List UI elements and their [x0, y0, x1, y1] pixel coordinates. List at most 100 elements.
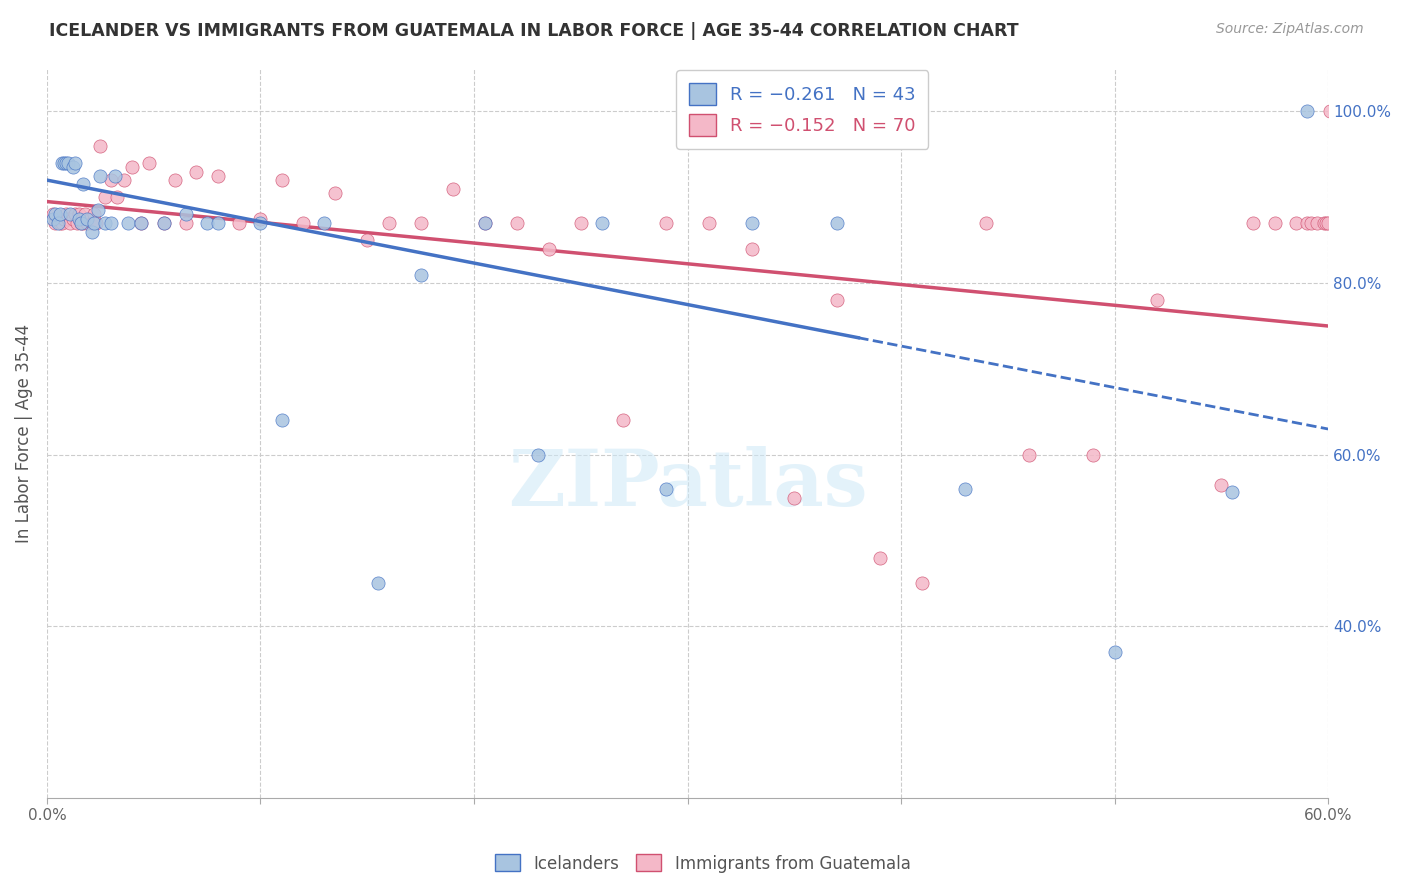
- Point: [1220, 484, 1243, 499]
- Point: [323, 186, 346, 200]
- Point: [46, 216, 69, 230]
- Text: ICELANDER VS IMMIGRANTS FROM GUATEMALA IN LABOR FORCE | AGE 35-44 CORRELATION CH: ICELANDER VS IMMIGRANTS FROM GUATEMALA I…: [49, 22, 1019, 40]
- Point: [228, 216, 250, 230]
- Point: [1083, 448, 1105, 462]
- Point: [569, 216, 592, 230]
- Point: [63, 156, 86, 170]
- Y-axis label: In Labor Force | Age 35-44: In Labor Force | Age 35-44: [15, 324, 32, 543]
- Point: [72, 216, 94, 230]
- Point: [48, 216, 70, 230]
- Point: [270, 413, 292, 427]
- Point: [55, 156, 77, 170]
- Point: [655, 482, 678, 496]
- Point: [953, 482, 976, 496]
- Point: [112, 173, 135, 187]
- Point: [1146, 293, 1168, 308]
- Point: [1299, 216, 1322, 230]
- Point: [249, 211, 271, 226]
- Point: [59, 216, 82, 230]
- Point: [89, 138, 111, 153]
- Point: [612, 413, 634, 427]
- Point: [1104, 645, 1126, 659]
- Point: [655, 216, 678, 230]
- Point: [153, 216, 176, 230]
- Point: [174, 216, 197, 230]
- Point: [55, 207, 77, 221]
- Legend: R = −0.261   N = 43, R = −0.152   N = 70: R = −0.261 N = 43, R = −0.152 N = 70: [676, 70, 928, 149]
- Point: [76, 216, 98, 230]
- Point: [1295, 216, 1317, 230]
- Point: [377, 216, 399, 230]
- Point: [537, 242, 560, 256]
- Point: [697, 216, 720, 230]
- Point: [441, 182, 464, 196]
- Point: [44, 207, 66, 221]
- Point: [59, 207, 82, 221]
- Point: [1241, 216, 1264, 230]
- Point: [1295, 104, 1317, 119]
- Point: [80, 216, 103, 230]
- Point: [80, 225, 103, 239]
- Point: [1317, 216, 1340, 230]
- Point: [62, 160, 84, 174]
- Point: [117, 216, 139, 230]
- Point: [42, 207, 65, 221]
- Point: [976, 216, 998, 230]
- Point: [67, 207, 90, 221]
- Point: [1264, 216, 1286, 230]
- Point: [100, 173, 122, 187]
- Point: [138, 156, 160, 170]
- Point: [121, 160, 143, 174]
- Point: [87, 203, 110, 218]
- Point: [83, 216, 105, 230]
- Point: [591, 216, 613, 230]
- Point: [75, 207, 97, 221]
- Point: [249, 216, 271, 230]
- Point: [409, 216, 432, 230]
- Point: [474, 216, 496, 230]
- Point: [83, 207, 105, 221]
- Point: [911, 576, 934, 591]
- Point: [76, 211, 98, 226]
- Point: [105, 190, 128, 204]
- Point: [52, 211, 75, 226]
- Point: [163, 173, 186, 187]
- Point: [409, 268, 432, 282]
- Point: [52, 156, 75, 170]
- Text: ZIPatlas: ZIPatlas: [508, 446, 868, 523]
- Point: [48, 207, 70, 221]
- Point: [44, 216, 66, 230]
- Point: [186, 164, 208, 178]
- Point: [825, 293, 848, 308]
- Point: [70, 216, 93, 230]
- Point: [51, 156, 73, 170]
- Point: [783, 491, 806, 505]
- Point: [195, 216, 218, 230]
- Point: [869, 550, 891, 565]
- Point: [314, 216, 336, 230]
- Point: [58, 156, 80, 170]
- Point: [153, 216, 176, 230]
- Point: [89, 169, 111, 183]
- Point: [129, 216, 152, 230]
- Point: [207, 216, 229, 230]
- Point: [66, 216, 89, 230]
- Point: [1319, 104, 1341, 119]
- Point: [174, 207, 197, 221]
- Point: [1018, 448, 1040, 462]
- Point: [1285, 216, 1308, 230]
- Point: [58, 211, 80, 226]
- Point: [207, 169, 229, 183]
- Point: [62, 211, 84, 226]
- Point: [1211, 477, 1233, 491]
- Point: [79, 211, 101, 226]
- Point: [367, 576, 389, 591]
- Point: [100, 216, 122, 230]
- Point: [70, 216, 93, 230]
- Point: [63, 207, 86, 221]
- Point: [46, 211, 69, 226]
- Point: [93, 216, 115, 230]
- Point: [527, 448, 550, 462]
- Point: [42, 211, 65, 226]
- Legend: Icelanders, Immigrants from Guatemala: Icelanders, Immigrants from Guatemala: [489, 847, 917, 880]
